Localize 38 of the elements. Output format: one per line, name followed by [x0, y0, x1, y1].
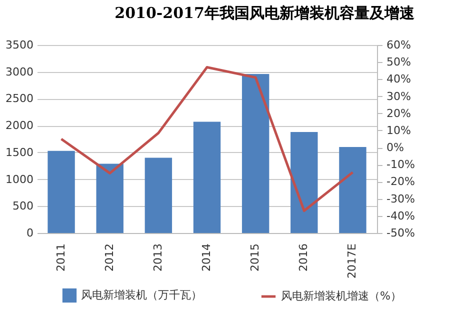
legend-label: 风电新增装机（万千瓦）	[81, 288, 202, 302]
y2-tick-label: 20%	[386, 106, 411, 120]
y-tick-label: 1500	[6, 146, 34, 159]
bar	[144, 158, 172, 233]
y-tick-label: 0	[26, 226, 34, 240]
x-tick-label: 2016	[297, 244, 310, 272]
bar	[339, 147, 366, 233]
y2-tick-label: 60%	[386, 38, 411, 52]
legend-label: 风电新增装机增速（%）	[281, 290, 402, 302]
y2-tick-label: 0%	[386, 141, 404, 154]
y-tick-label: 1000	[6, 172, 34, 186]
x-tick-label: 2013	[151, 244, 164, 272]
x-tick-label: 2017E	[346, 243, 359, 278]
y2-tick-label: 40%	[386, 72, 411, 86]
bar	[290, 132, 318, 233]
y2-tick-label: 50%	[386, 56, 411, 69]
y2-tick-label: -50%	[386, 226, 415, 240]
bar	[48, 150, 75, 233]
chart-title: 2010-2017年我国风电新增装机容量及增速	[114, 4, 416, 22]
y-tick-label: 2000	[6, 119, 34, 132]
x-tick-label: 2014	[200, 244, 213, 272]
y-tick-label: 500	[12, 200, 34, 213]
y-tick-label: 2500	[6, 92, 34, 106]
x-tick-label: 2012	[102, 244, 116, 272]
x-tick-label: 2011	[54, 244, 68, 272]
y2-tick-label: -30%	[386, 192, 415, 206]
bar	[193, 122, 221, 233]
y2-tick-label: -20%	[386, 175, 415, 188]
x-tick-label: 2015	[248, 244, 262, 272]
bar	[242, 74, 270, 233]
y2-tick-label: 30%	[386, 90, 411, 103]
y2-tick-label: 10%	[386, 124, 411, 137]
bar	[96, 164, 124, 233]
y-tick-label: 3000	[6, 65, 34, 78]
y-tick-label: 3500	[6, 38, 34, 52]
line-series	[60, 66, 354, 212]
y2-tick-label: -10%	[386, 158, 415, 172]
y2-tick-label: -40%	[386, 209, 415, 222]
